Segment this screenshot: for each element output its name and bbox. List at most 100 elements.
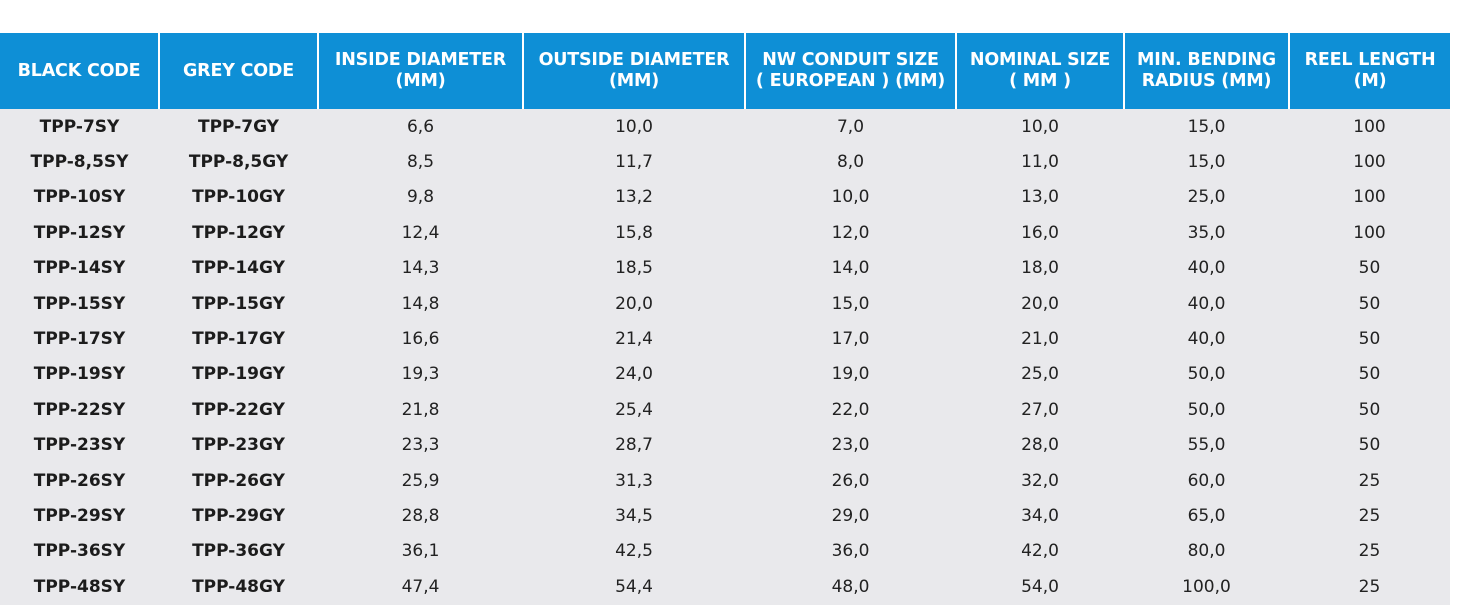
inside-diameter-cell: 25,9: [401, 470, 440, 491]
nominal-size-cell: 27,0: [1021, 399, 1059, 420]
outside-diameter-cell: 31,3: [615, 470, 653, 491]
outside-diameter-cell: 15,8: [615, 222, 653, 243]
nw-conduit-size-cell: 17,0: [831, 329, 870, 350]
reel-length-cell: 100: [1353, 116, 1386, 137]
min-bending-radius-cell: 35,0: [1187, 222, 1226, 243]
grey-code-cell: TPP-29GY: [192, 505, 285, 526]
outside-diameter-cell: 25,4: [615, 399, 653, 420]
grey-code-cell: TPP-48GY: [192, 576, 285, 597]
reel-length-cell: 50: [1358, 364, 1381, 385]
grey-code-cell: TPP-8,5GY: [188, 152, 289, 173]
outside-diameter-cell: 11,7: [615, 152, 653, 173]
header-grey-code: GREY CODE: [159, 33, 319, 109]
header-min-bending-radius: MIN. BENDING RADIUS (MM): [1124, 33, 1290, 109]
inside-diameter-cell: 14,3: [401, 258, 440, 279]
black-code-cell: TPP-15SY: [33, 293, 126, 314]
inside-diameter-cell: 36,1: [401, 541, 440, 562]
black-code-cell: TPP-22SY: [33, 399, 126, 420]
min-bending-radius-cell: 15,0: [1187, 116, 1226, 137]
inside-diameter-cell: 28,8: [401, 505, 440, 526]
min-bending-radius-cell: 80,0: [1187, 541, 1226, 562]
table-row: TPP-8,5SY TPP-8,5GY 8,5 11,7 8,0 11,0 15,0 100: [0, 144, 1450, 179]
table-row: TPP-23SY TPP-23GY 23,3 28,7 23,0 28,0 55,0 50: [0, 428, 1450, 463]
nw-conduit-size-cell: 29,0: [831, 505, 870, 526]
black-code-cell: TPP-17SY: [33, 329, 126, 350]
nw-conduit-size-cell: 22,0: [831, 399, 870, 420]
inside-diameter-cell: 19,3: [401, 364, 440, 385]
grey-code-cell: TPP-26GY: [192, 470, 285, 491]
nw-conduit-size-cell: 12,0: [831, 222, 870, 243]
black-code-cell: TPP-36SY: [33, 541, 126, 562]
nw-conduit-size-cell: 48,0: [831, 576, 870, 597]
black-code-cell: TPP-23SY: [33, 435, 126, 456]
black-code-cell: TPP-26SY: [33, 470, 126, 491]
min-bending-radius-cell: 50,0: [1187, 399, 1226, 420]
grey-code-cell: TPP-7GY: [198, 116, 279, 137]
grey-code-cell: TPP-15GY: [192, 293, 285, 314]
nw-conduit-size-cell: 23,0: [831, 435, 870, 456]
table-row: TPP-10SY TPP-10GY 9,8 13,2 10,0 13,0 25,0 100: [0, 180, 1450, 215]
nw-conduit-size-cell: 36,0: [831, 541, 870, 562]
min-bending-radius-cell: 50,0: [1187, 364, 1226, 385]
outside-diameter-cell: 42,5: [615, 541, 653, 562]
nominal-size-cell: 13,0: [1021, 187, 1059, 208]
table-body: TPP-7SY TPP-7GY 6,6 10,0 7,0 10,0 15,0 100 TPP-8…: [0, 109, 1450, 604]
black-code-cell: TPP-7SY: [39, 116, 120, 137]
nw-conduit-size-cell: 19,0: [831, 364, 870, 385]
reel-length-cell: 50: [1358, 435, 1381, 456]
min-bending-radius-cell: 100,0: [1182, 576, 1231, 597]
product-spec-table: BLACK CODE GREY CODE INSIDE DIAMETER (MM…: [0, 33, 1450, 604]
outside-diameter-cell: 18,5: [615, 258, 653, 279]
nominal-size-cell: 21,0: [1021, 329, 1059, 350]
reel-length-cell: 50: [1358, 329, 1381, 350]
nominal-size-cell: 16,0: [1021, 222, 1059, 243]
inside-diameter-cell: 23,3: [401, 435, 440, 456]
nominal-size-cell: 42,0: [1021, 541, 1059, 562]
table-row: TPP-17SY TPP-17GY 16,6 21,4 17,0 21,0 40,0 50: [0, 321, 1450, 356]
black-code-cell: TPP-48SY: [33, 576, 126, 597]
outside-diameter-cell: 13,2: [615, 187, 653, 208]
inside-diameter-cell: 21,8: [401, 399, 440, 420]
outside-diameter-cell: 54,4: [615, 576, 653, 597]
nominal-size-cell: 10,0: [1021, 116, 1059, 137]
header-reel-length: REEL LENGTH (M): [1289, 33, 1450, 109]
min-bending-radius-cell: 25,0: [1187, 187, 1226, 208]
reel-length-cell: 25: [1358, 505, 1381, 526]
grey-code-cell: TPP-36GY: [192, 541, 285, 562]
black-code-cell: TPP-10SY: [33, 187, 126, 208]
nominal-size-cell: 11,0: [1021, 152, 1059, 173]
header-inside-diameter: INSIDE DIAMETER (MM): [318, 33, 524, 109]
table-row: TPP-14SY TPP-14GY 14,3 18,5 14,0 18,0 40,0 50: [0, 251, 1450, 286]
inside-diameter-cell: 47,4: [401, 576, 440, 597]
min-bending-radius-cell: 65,0: [1187, 505, 1226, 526]
outside-diameter-cell: 24,0: [615, 364, 653, 385]
reel-length-cell: 25: [1358, 576, 1381, 597]
header-nw-conduit-size: NW CONDUIT SIZE ( EUROPEAN ) (MM): [745, 33, 957, 109]
header-outside-diameter: OUTSIDE DIAMETER (MM): [523, 33, 746, 109]
grey-code-cell: TPP-22GY: [192, 399, 285, 420]
inside-diameter-cell: 8,5: [406, 152, 435, 173]
table-row: TPP-36SY TPP-36GY 36,1 42,5 36,0 42,0 80,0 25: [0, 534, 1450, 569]
reel-length-cell: 25: [1358, 541, 1381, 562]
table-row: TPP-29SY TPP-29GY 28,8 34,5 29,0 34,0 65,0 25: [0, 498, 1450, 533]
grey-code-cell: TPP-12GY: [192, 222, 285, 243]
table-row: TPP-15SY TPP-15GY 14,8 20,0 15,0 20,0 40,0 50: [0, 286, 1450, 321]
table-row: TPP-26SY TPP-26GY 25,9 31,3 26,0 32,0 60,0 25: [0, 463, 1450, 498]
table-row: TPP-22SY TPP-22GY 21,8 25,4 22,0 27,0 50,0 50: [0, 392, 1450, 427]
reel-length-cell: 50: [1358, 258, 1381, 279]
reel-length-cell: 50: [1358, 399, 1381, 420]
nw-conduit-size-cell: 14,0: [831, 258, 870, 279]
inside-diameter-cell: 16,6: [401, 329, 440, 350]
outside-diameter-cell: 21,4: [615, 329, 653, 350]
reel-length-cell: 100: [1353, 222, 1386, 243]
black-code-cell: TPP-19SY: [33, 364, 126, 385]
grey-code-cell: TPP-23GY: [192, 435, 285, 456]
table-row: TPP-7SY TPP-7GY 6,6 10,0 7,0 10,0 15,0 100: [0, 109, 1450, 144]
nw-conduit-size-cell: 7,0: [836, 116, 865, 137]
nw-conduit-size-cell: 8,0: [836, 152, 865, 173]
grey-code-cell: TPP-17GY: [192, 329, 285, 350]
outside-diameter-cell: 34,5: [615, 505, 653, 526]
nominal-size-cell: 20,0: [1021, 293, 1059, 314]
reel-length-cell: 25: [1358, 470, 1381, 491]
outside-diameter-cell: 28,7: [615, 435, 653, 456]
